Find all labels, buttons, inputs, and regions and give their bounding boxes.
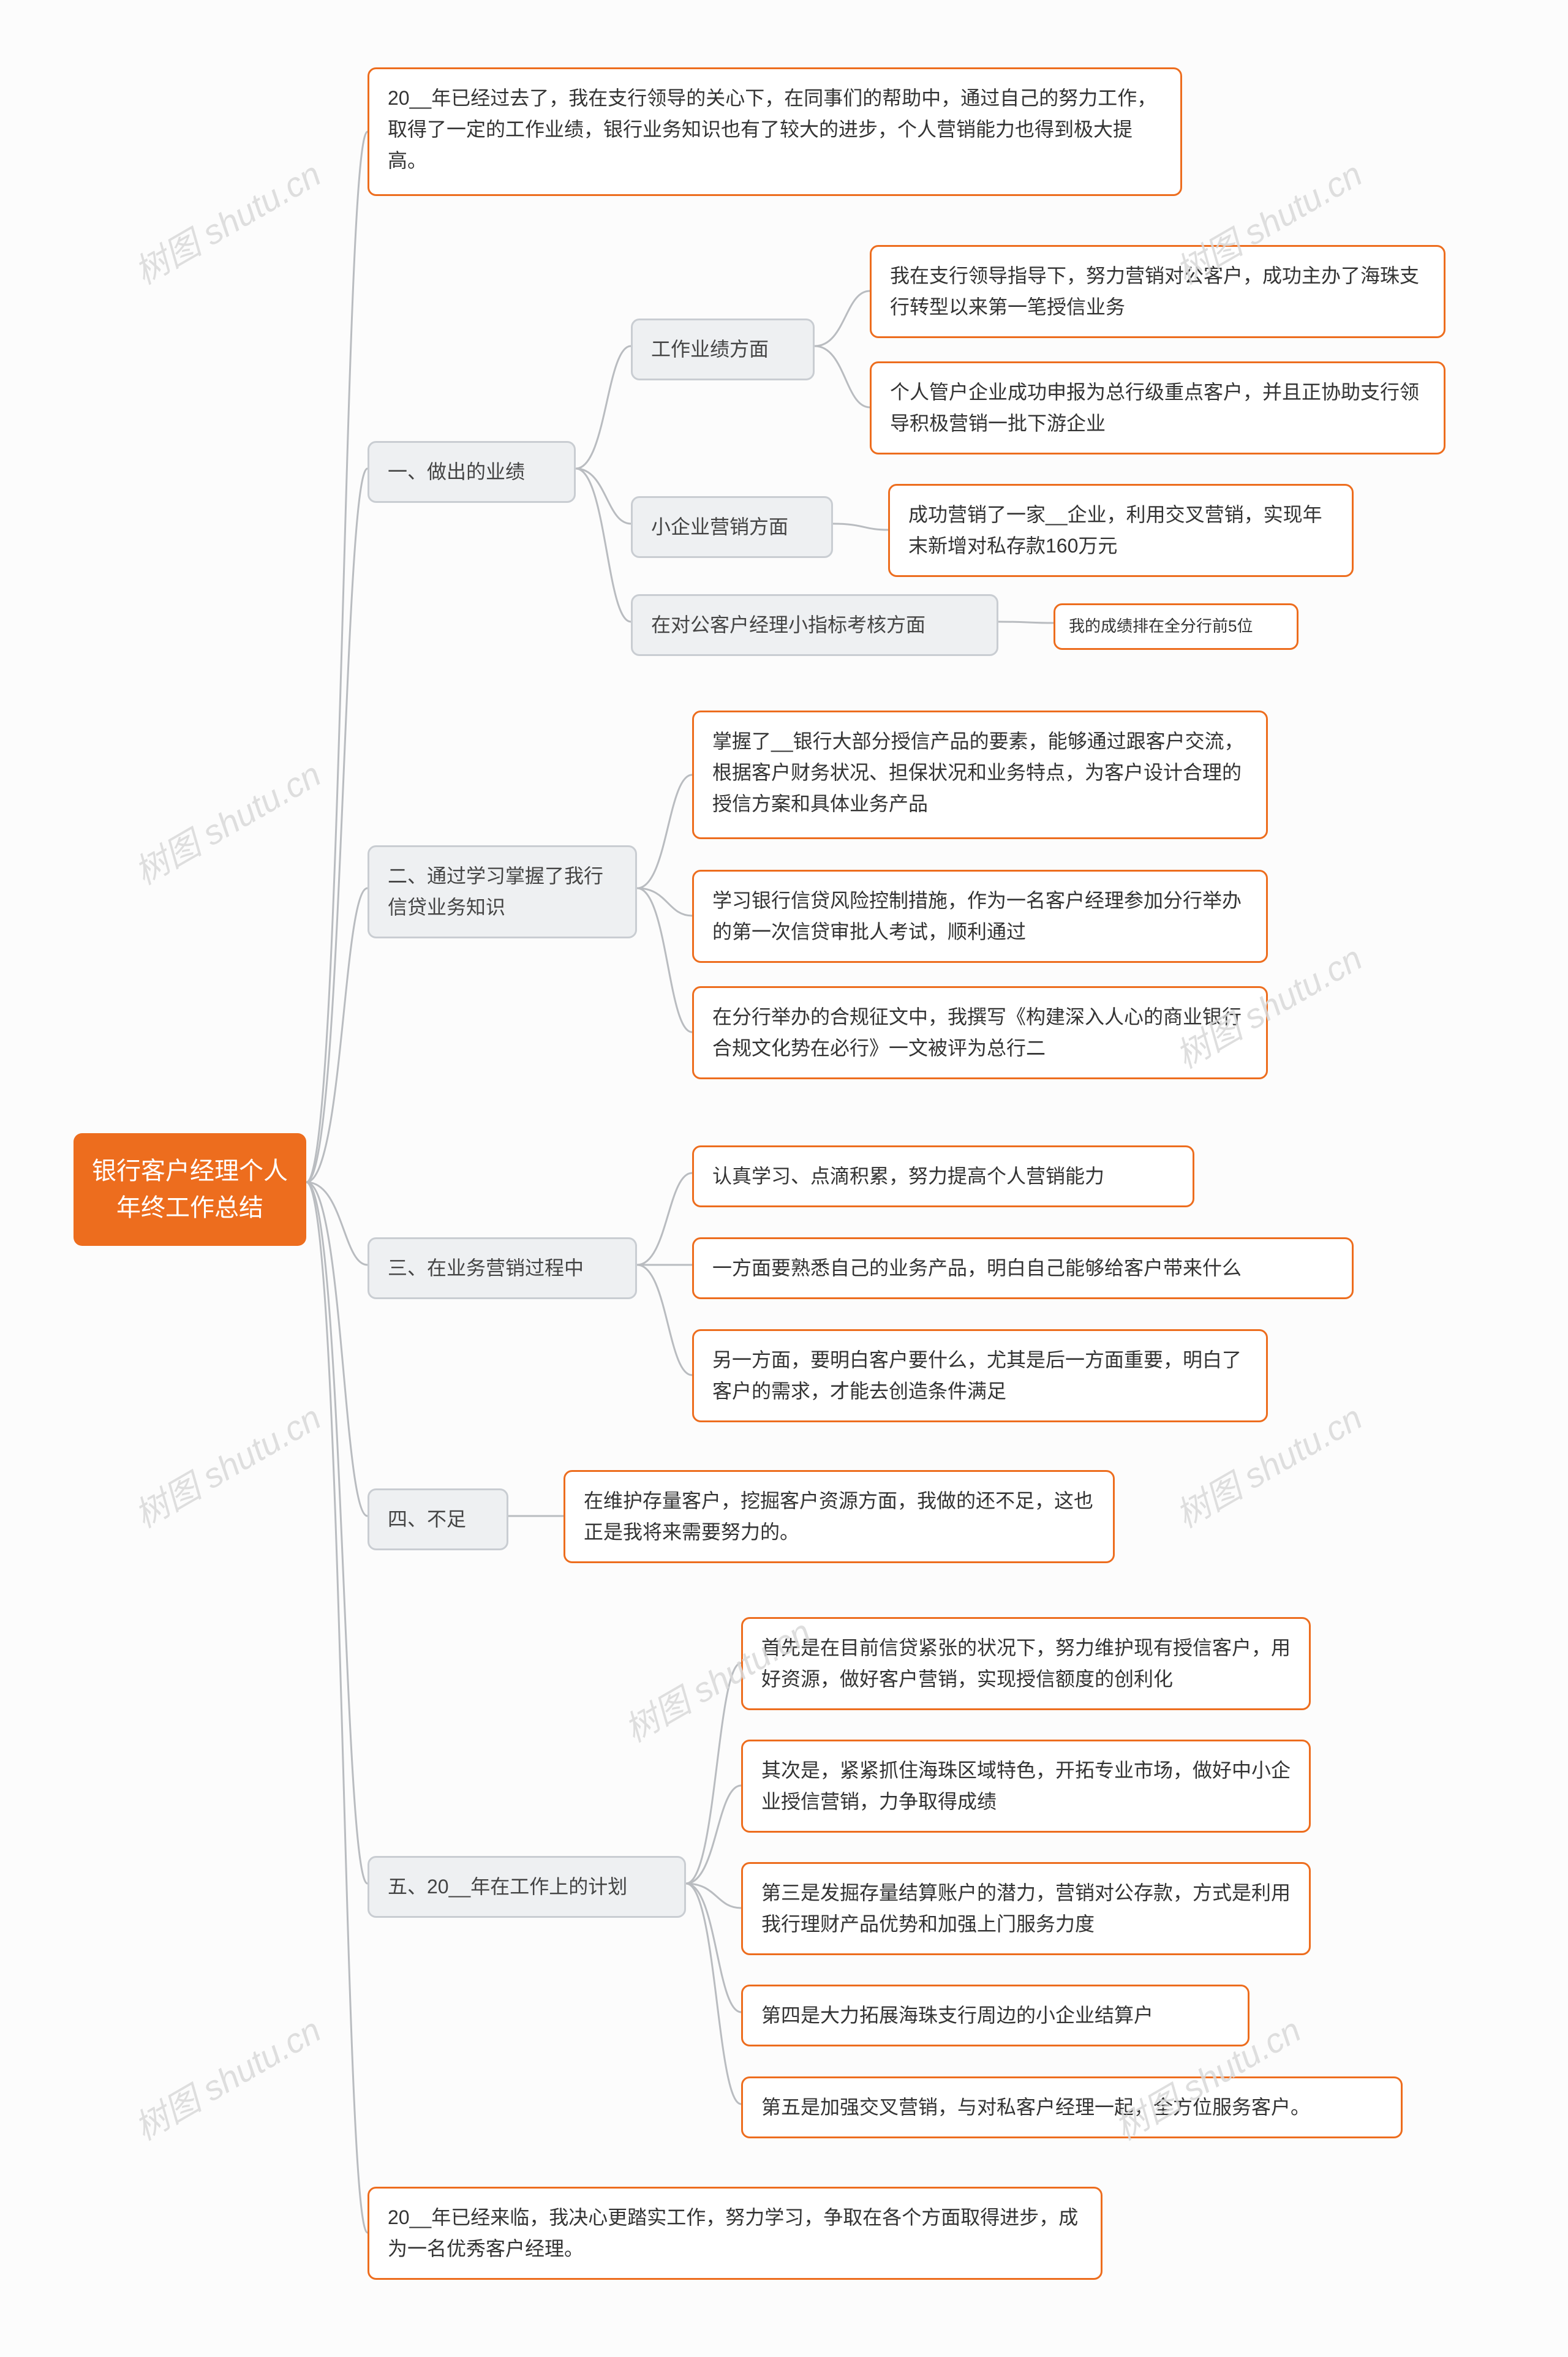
section1-sub2-leaf: 成功营销了一家__企业，利用交叉营销，实现年末新增对私存款160万元 xyxy=(888,484,1354,577)
section3-leaf1: 一方面要熟悉自己的业务产品，明白自己能够给客户带来什么 xyxy=(692,1237,1354,1299)
watermark: 树图 shutu.cn xyxy=(124,2004,328,2151)
watermark: 树图 shutu.cn xyxy=(124,748,328,895)
section3-branch[interactable]: 三、在业务营销过程中 xyxy=(368,1237,637,1299)
section3-leaf0: 认真学习、点滴积累，努力提高个人营销能力 xyxy=(692,1145,1194,1207)
outro-leaf: 20__年已经来临，我决心更踏实工作，努力学习，争取在各个方面取得进步，成为一名… xyxy=(368,2187,1102,2280)
section1-branch[interactable]: 一、做出的业绩 xyxy=(368,441,576,503)
section4-leaf: 在维护存量客户，挖掘客户资源方面，我做的还不足，这也正是我将来需要努力的。 xyxy=(564,1470,1115,1563)
section1-sub3-leaf: 我的成绩排在全分行前5位 xyxy=(1054,603,1298,650)
section2-leaf2: 在分行举办的合规征文中，我撰写《构建深入人心的商业银行合规文化势在必行》一文被评… xyxy=(692,986,1268,1079)
section1-sub1-leaf1: 个人管户企业成功申报为总行级重点客户，并且正协助支行领导积极营销一批下游企业 xyxy=(870,361,1446,454)
section5-leaf2: 第三是发掘存量结算账户的潜力，营销对公存款，方式是利用我行理财产品优势和加强上门… xyxy=(741,1862,1311,1955)
intro-leaf: 20__年已经过去了，我在支行领导的关心下，在同事们的帮助中，通过自己的努力工作… xyxy=(368,67,1182,196)
section2-branch[interactable]: 二、通过学习掌握了我行信贷业务知识 xyxy=(368,845,637,938)
section1-sub3[interactable]: 在对公客户经理小指标考核方面 xyxy=(631,594,998,656)
root-node[interactable]: 银行客户经理个人年终工作总结 xyxy=(74,1133,306,1246)
section5-leaf1: 其次是，紧紧抓住海珠区域特色，开拓专业市场，做好中小企业授信营销，力争取得成绩 xyxy=(741,1740,1311,1833)
section1-sub2[interactable]: 小企业营销方面 xyxy=(631,496,833,558)
section2-leaf1: 学习银行信贷风险控制措施，作为一名客户经理参加分行举办的第一次信贷审批人考试，顺… xyxy=(692,870,1268,963)
section1-sub1[interactable]: 工作业绩方面 xyxy=(631,319,815,380)
section4-branch[interactable]: 四、不足 xyxy=(368,1488,508,1550)
section5-leaf4: 第五是加强交叉营销，与对私客户经理一起，全方位服务客户。 xyxy=(741,2076,1403,2138)
section1-sub1-leaf0: 我在支行领导指导下，努力营销对公客户，成功主办了海珠支行转型以来第一笔授信业务 xyxy=(870,245,1446,338)
section5-leaf0: 首先是在目前信贷紧张的状况下，努力维护现有授信客户，用好资源，做好客户营销，实现… xyxy=(741,1617,1311,1710)
section2-leaf0: 掌握了__银行大部分授信产品的要素，能够通过跟客户交流，根据客户财务状况、担保状… xyxy=(692,711,1268,839)
watermark: 树图 shutu.cn xyxy=(124,1391,328,1538)
section5-branch[interactable]: 五、20__年在工作上的计划 xyxy=(368,1856,686,1918)
section3-leaf2: 另一方面，要明白客户要什么，尤其是后一方面重要，明白了客户的需求，才能去创造条件… xyxy=(692,1329,1268,1422)
watermark: 树图 shutu.cn xyxy=(124,148,328,295)
section5-leaf3: 第四是大力拓展海珠支行周边的小企业结算户 xyxy=(741,1985,1250,2046)
